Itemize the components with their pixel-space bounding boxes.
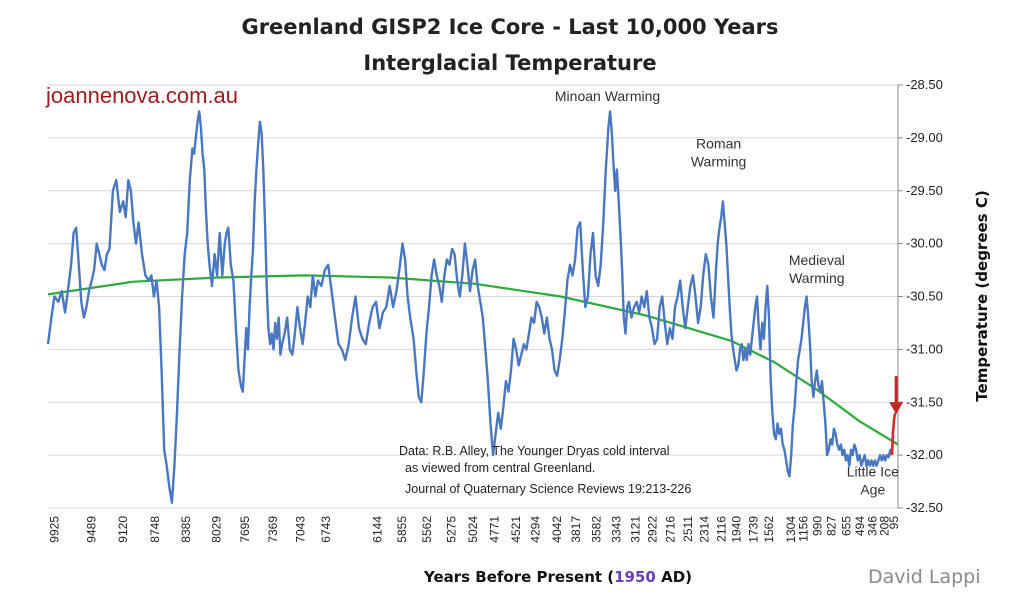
x-tick-label: 2716 xyxy=(663,516,677,543)
x-tick-label: 2314 xyxy=(698,516,712,543)
annotation-label: Minoan Warming xyxy=(555,88,660,104)
x-tick-label: 494 xyxy=(853,516,867,536)
x-tick-label: 2116 xyxy=(715,516,729,542)
y-tick-label: -31.00 xyxy=(906,341,943,356)
x-tick-label: 208 xyxy=(878,516,892,536)
x-tick-label: 2511 xyxy=(681,516,695,542)
x-tick-label: 1562 xyxy=(762,516,776,543)
x-tick-label: 5855 xyxy=(395,516,409,543)
trend-group xyxy=(47,274,899,446)
x-tick-label: 7369 xyxy=(266,516,280,543)
x-tick-label: 1739 xyxy=(747,516,761,543)
x-tick-label: 5275 xyxy=(445,516,459,543)
y-tick-label: -28.50 xyxy=(906,77,943,92)
recent-warming-arrow xyxy=(889,376,904,415)
trend-line xyxy=(47,274,899,446)
x-tick-label: 4042 xyxy=(550,516,564,543)
annotation-label: Medieval Warming xyxy=(789,252,845,286)
note-line-1: Data: R.B. Alley, The Younger Dryas cold… xyxy=(399,444,670,458)
x-tick-label: 3582 xyxy=(589,516,603,543)
x-tick-label: 6743 xyxy=(319,516,333,543)
x-tick-label: 9489 xyxy=(85,516,99,543)
temperature-series-line xyxy=(46,110,894,504)
annotation-label: Little Ice Age xyxy=(847,463,899,497)
x-ticks: 9925 9489 9120 8748 8385 8029 7695 7369 7043 6743… xyxy=(47,516,901,543)
x-tick-label: 990 xyxy=(811,516,825,536)
x-tick-label: 3343 xyxy=(610,516,624,543)
annotation-label: Roman Warming xyxy=(691,135,747,169)
watermark-text: joannenova.com.au xyxy=(45,83,238,108)
x-tick-label: 5562 xyxy=(420,516,434,543)
y-tick-label: -29.00 xyxy=(906,130,943,145)
note-block: Data: R.B. Alley, The Younger Dryas cold… xyxy=(399,444,691,496)
y-axis-title: Temperature (degrees C) xyxy=(973,190,991,401)
x-tick-label: 3121 xyxy=(629,516,643,543)
x-tick-label: 8385 xyxy=(179,516,193,543)
x-tick-label: 6144 xyxy=(370,516,384,543)
y-tick-label: -30.50 xyxy=(906,289,943,304)
credit-text: David Lappi xyxy=(868,566,981,588)
x-axis-title-suffix: AD) xyxy=(656,568,692,586)
x-tick-label: 5024 xyxy=(466,516,480,543)
y-ticks: -28.50 -29.00 -29.50 -30.00 -30.50 -31.00 -31.… xyxy=(897,77,943,515)
annotations: Minoan Warming Roman Warming Medieval Warmin… xyxy=(555,88,899,497)
x-tick-label: 7695 xyxy=(238,516,252,543)
x-tick-label: 95 xyxy=(887,516,901,530)
note-line-2: as viewed from central Greenland. xyxy=(405,461,595,475)
x-tick-label: 3817 xyxy=(569,516,583,543)
x-axis-title-prefix: Years Before Present ( xyxy=(423,568,614,586)
chart-title-line1: Greenland GISP2 Ice Core - Last 10,000 Y… xyxy=(241,15,778,39)
x-tick-label: 827 xyxy=(825,516,839,536)
arrow-head xyxy=(889,402,904,415)
y-tick-label: -29.50 xyxy=(906,183,943,198)
x-axis-title-highlight: 1950 xyxy=(614,568,656,586)
x-tick-label: 4521 xyxy=(509,516,523,543)
y-tick-label: -30.00 xyxy=(906,236,943,251)
x-tick-label: 346 xyxy=(866,516,880,536)
note-line-3: Journal of Quaternary Science Reviews 19… xyxy=(405,482,691,496)
chart-title-line2: Interglacial Temperature xyxy=(363,51,656,75)
y-tick-label: -31.50 xyxy=(906,394,943,409)
x-tick-label: 8748 xyxy=(148,516,162,543)
x-tick-label: 9925 xyxy=(47,516,61,543)
x-tick-label: 1940 xyxy=(730,516,744,543)
y-tick-label: -32.50 xyxy=(906,500,943,515)
series-group xyxy=(46,110,897,504)
x-tick-label: 4771 xyxy=(488,516,502,543)
x-tick-label: 4294 xyxy=(528,516,542,543)
x-tick-label: 8029 xyxy=(209,516,223,543)
x-tick-label: 655 xyxy=(839,516,853,536)
x-tick-label: 1156 xyxy=(797,516,811,542)
x-axis-title: Years Before Present (1950 AD) xyxy=(423,568,692,586)
x-tick-label: 7043 xyxy=(294,516,308,543)
recent-series-line xyxy=(890,412,897,456)
x-tick-label: 1304 xyxy=(784,516,798,543)
x-tick-label: 2922 xyxy=(646,516,660,543)
y-tick-label: -32.00 xyxy=(906,447,943,462)
x-tick-label: 9120 xyxy=(116,516,130,543)
